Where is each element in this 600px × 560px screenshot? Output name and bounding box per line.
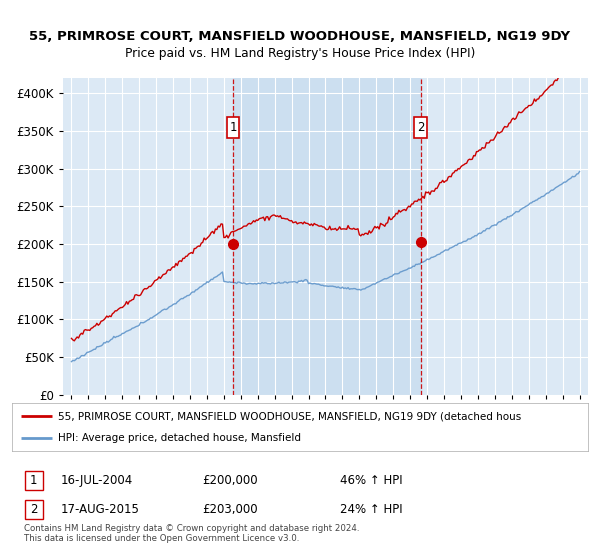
Text: 2: 2 [417, 121, 425, 134]
Text: Contains HM Land Registry data © Crown copyright and database right 2024.
This d: Contains HM Land Registry data © Crown c… [23, 524, 359, 543]
Text: Price paid vs. HM Land Registry's House Price Index (HPI): Price paid vs. HM Land Registry's House … [125, 46, 475, 60]
Text: 17-AUG-2015: 17-AUG-2015 [61, 503, 140, 516]
Text: 55, PRIMROSE COURT, MANSFIELD WOODHOUSE, MANSFIELD, NG19 9DY (detached hous: 55, PRIMROSE COURT, MANSFIELD WOODHOUSE,… [58, 411, 521, 421]
Text: 46% ↑ HPI: 46% ↑ HPI [340, 474, 403, 487]
Bar [233, 78, 421, 395]
Bar [25, 500, 43, 519]
Bar [25, 472, 43, 491]
Text: 2: 2 [30, 503, 38, 516]
Text: 1: 1 [229, 121, 237, 134]
Text: 16-JUL-2004: 16-JUL-2004 [61, 474, 133, 487]
Text: £200,000: £200,000 [202, 474, 258, 487]
Text: 1: 1 [30, 474, 38, 487]
Bar [415, 117, 427, 138]
Text: HPI: Average price, detached house, Mansfield: HPI: Average price, detached house, Mans… [58, 433, 301, 443]
Text: £203,000: £203,000 [202, 503, 258, 516]
Bar [227, 117, 239, 138]
Text: 24% ↑ HPI: 24% ↑ HPI [340, 503, 403, 516]
Text: 55, PRIMROSE COURT, MANSFIELD WOODHOUSE, MANSFIELD, NG19 9DY: 55, PRIMROSE COURT, MANSFIELD WOODHOUSE,… [29, 30, 571, 43]
